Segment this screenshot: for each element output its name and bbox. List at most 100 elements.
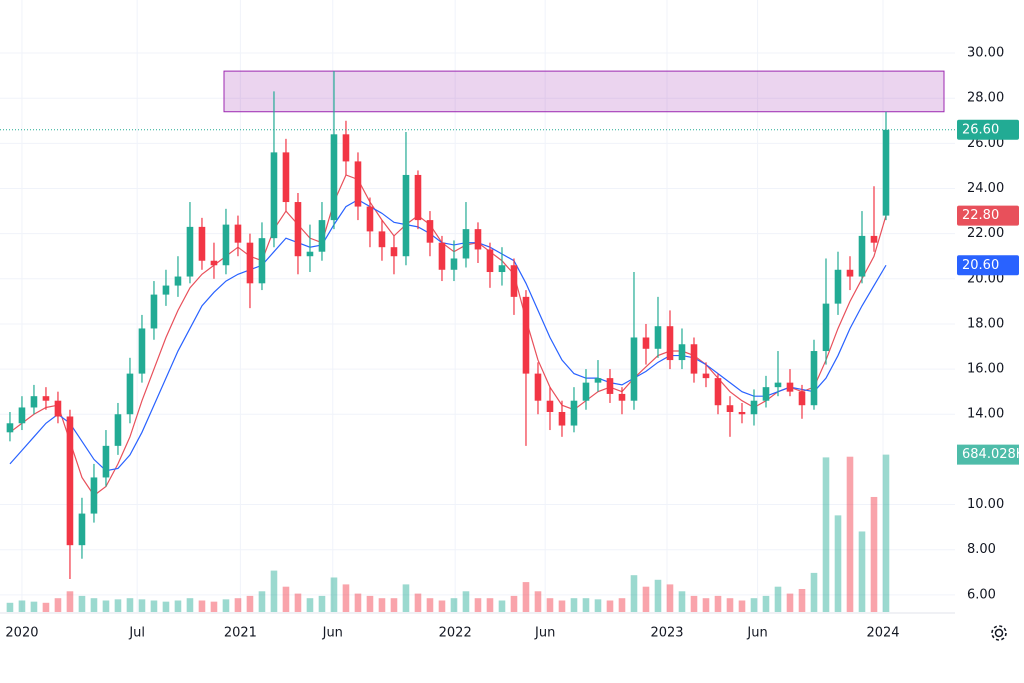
y-tick-label: 10.00 <box>967 497 1004 512</box>
volume-bar <box>78 595 86 612</box>
candle-body <box>342 134 350 162</box>
volume-bar <box>486 598 494 612</box>
volume-bar <box>594 599 602 612</box>
volume-bar <box>498 600 506 612</box>
volume-bar <box>426 598 434 612</box>
candle-body <box>630 337 638 401</box>
volume-bar <box>546 598 554 612</box>
volume-bar <box>150 600 158 612</box>
volume-bar <box>42 602 50 612</box>
candle-body <box>6 423 14 433</box>
volume-bar <box>318 595 326 612</box>
y-tick-label: 22.00 <box>967 226 1004 241</box>
volume-bar <box>174 600 182 612</box>
volume-bar <box>750 598 758 612</box>
volume-bar <box>438 600 446 612</box>
candle-body <box>186 226 194 277</box>
gear-hub <box>994 628 1004 638</box>
candle-body <box>102 445 110 478</box>
volume-bar <box>834 515 842 612</box>
moving-average <box>9 174 887 497</box>
candle-body <box>126 373 134 415</box>
candle-body <box>606 378 614 394</box>
volume-bar <box>270 570 278 612</box>
candle-body <box>582 382 590 401</box>
candle-body <box>810 351 818 406</box>
candle-body <box>282 152 290 203</box>
volume-bar <box>570 598 578 612</box>
x-tick-label: 2022 <box>439 626 472 641</box>
price-tag <box>957 205 1019 226</box>
y-tick-label: 14.00 <box>967 407 1004 422</box>
volume-bar <box>246 595 254 612</box>
price-tag-label: 26.60 <box>962 122 999 137</box>
candle-body <box>306 251 314 257</box>
volume-bar <box>66 591 74 612</box>
volume-bar <box>162 601 170 612</box>
candle-body <box>438 242 446 270</box>
volume-bar <box>114 599 122 612</box>
candle-body <box>378 231 386 248</box>
candle-body <box>870 235 878 243</box>
volume-bar <box>738 600 746 612</box>
candle-body <box>750 400 758 415</box>
candle-body <box>66 416 74 546</box>
candle-body <box>366 206 374 232</box>
candle-body <box>834 269 842 304</box>
y-tick-label: 24.00 <box>967 181 1004 196</box>
candle-body <box>654 326 662 349</box>
candle-body <box>846 269 854 277</box>
candle-body <box>402 174 410 257</box>
volume-bar <box>474 598 482 612</box>
candle-body <box>414 174 422 221</box>
candle-body <box>114 414 122 446</box>
settings-icon[interactable] <box>991 625 1007 641</box>
candle-body <box>210 260 218 266</box>
candle-body <box>570 400 578 426</box>
candle-body <box>330 134 338 221</box>
candle-body <box>702 373 710 379</box>
candle-body <box>486 249 494 273</box>
candle-body <box>882 129 890 216</box>
volume-bar <box>630 575 638 612</box>
price-tag <box>957 444 1019 465</box>
candle-body <box>30 396 38 408</box>
volume-bar <box>810 572 818 612</box>
price-tag-label: 20.60 <box>962 258 999 273</box>
candle-body <box>390 247 398 257</box>
candle-body <box>462 229 470 259</box>
volume-bar <box>822 457 830 612</box>
volume-bar <box>222 599 230 612</box>
volume-bar <box>354 593 362 612</box>
candle-body <box>738 411 746 415</box>
gear-teeth <box>991 625 1007 641</box>
volume-bar <box>882 454 890 612</box>
volume-bar <box>102 600 110 612</box>
candle-body <box>678 344 686 361</box>
volume-bar <box>858 531 866 612</box>
volume-bar <box>522 582 530 612</box>
candle-body <box>714 378 722 406</box>
candle-body <box>666 326 674 361</box>
candle-body <box>234 224 242 243</box>
volume-bar <box>654 579 662 612</box>
volume-bar <box>618 598 626 612</box>
x-tick-label: Jun <box>746 626 767 641</box>
x-tick-label: Jul <box>128 626 145 641</box>
volume-bar <box>678 591 686 612</box>
volume-bar <box>18 600 26 612</box>
volume-bar <box>282 586 290 612</box>
y-tick-label: 16.00 <box>967 362 1004 377</box>
candle-body <box>522 296 530 374</box>
candle-body <box>174 276 182 286</box>
volume-bar <box>54 598 62 612</box>
volume-bar <box>714 595 722 612</box>
candle-body <box>138 328 146 374</box>
x-tick-label: 2023 <box>650 626 683 641</box>
volume-bar <box>558 600 566 612</box>
volume-bar <box>870 496 878 612</box>
volume-bar <box>846 456 854 612</box>
candle-body <box>270 152 278 239</box>
candle-body <box>642 337 650 349</box>
volume-bar <box>210 601 218 612</box>
